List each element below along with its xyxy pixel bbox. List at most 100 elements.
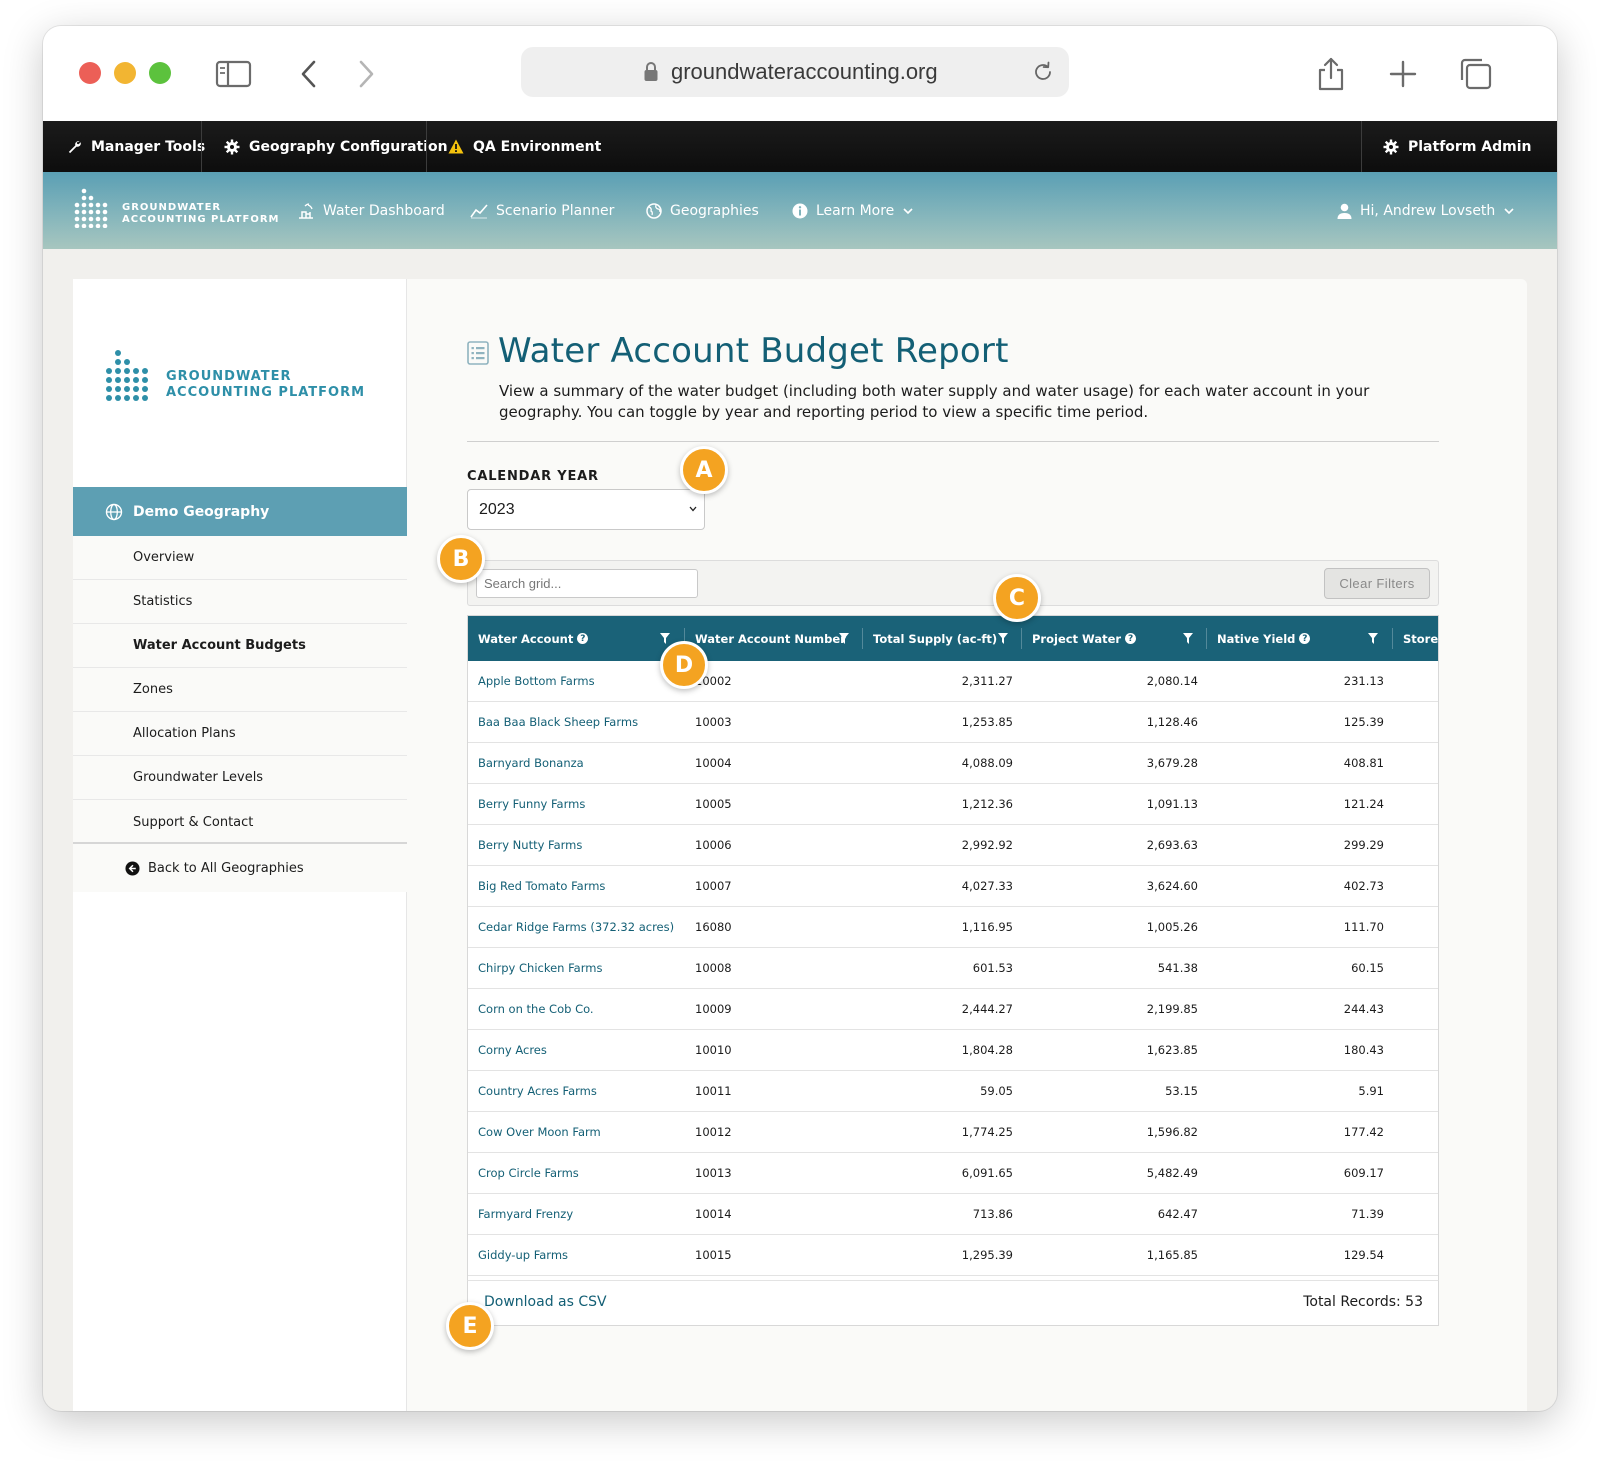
platform-admin-button[interactable]: Platform Admin: [1383, 121, 1531, 172]
column-header-total-supply[interactable]: Total Supply (ac-ft): [863, 616, 1021, 661]
water-account-link[interactable]: Corn on the Cob Co.: [478, 1002, 594, 1016]
native-yield-value: 177.42: [1343, 1125, 1384, 1139]
water-account-number: 10004: [695, 756, 732, 770]
sidebar-geography-header[interactable]: Demo Geography: [73, 487, 407, 536]
nav-geographies[interactable]: Geographies: [646, 172, 759, 249]
column-header-project-water[interactable]: Project Water?: [1022, 616, 1207, 661]
total-supply-value: 2,992.92: [961, 838, 1013, 852]
sidebar-item-groundwater-levels[interactable]: Groundwater Levels: [73, 756, 407, 800]
manager-tools-button[interactable]: Manager Tools: [67, 121, 205, 172]
sidebar-logo-icon[interactable]: [102, 349, 156, 401]
sidebar-item-support-contact[interactable]: Support & Contact: [73, 800, 407, 844]
native-yield-value: 111.70: [1343, 920, 1384, 934]
total-supply-value: 6,091.65: [961, 1166, 1013, 1180]
sidebar-item-label: Water Account Budgets: [133, 638, 306, 653]
water-account-number: 16080: [695, 920, 732, 934]
help-icon[interactable]: ?: [1125, 633, 1137, 644]
sidebar-item-statistics[interactable]: Statistics: [73, 580, 407, 624]
budget-grid: Water Account? Water Account Number Tota…: [467, 615, 1439, 1325]
water-account-link[interactable]: Barnyard Bonanza: [478, 756, 584, 770]
water-account-link[interactable]: Berry Funny Farms: [478, 797, 586, 811]
info-icon: [792, 203, 808, 218]
water-account-link[interactable]: Cedar Ridge Farms (372.32 acres): [478, 920, 675, 934]
search-grid-input[interactable]: [476, 569, 698, 598]
calendar-year-label: CALENDAR YEAR: [467, 469, 599, 484]
project-water-value: 1,091.13: [1146, 797, 1198, 811]
help-icon[interactable]: ?: [1299, 633, 1311, 644]
water-account-link[interactable]: Corny Acres: [478, 1043, 547, 1057]
water-account-number: 10003: [695, 715, 732, 729]
nav-learn-more[interactable]: Learn More: [792, 172, 914, 249]
sidebar-item-label: Support & Contact: [133, 814, 254, 830]
water-account-link[interactable]: Country Acres Farms: [478, 1084, 597, 1098]
calendar-year-value: 2023: [479, 500, 515, 518]
native-yield-value: 129.54: [1343, 1248, 1384, 1262]
sidebar-item-allocation-plans[interactable]: Allocation Plans: [73, 712, 407, 756]
tab-overview-icon[interactable]: [1456, 54, 1496, 94]
sidebar-item-water-account-budgets[interactable]: Water Account Budgets: [73, 624, 407, 668]
nav-water-dashboard[interactable]: Water Dashboard: [297, 172, 445, 249]
nav-logo-text[interactable]: GROUNDWATER ACCOUNTING PLATFORM: [122, 202, 279, 226]
report-list-icon: [467, 341, 489, 365]
zoom-window-button[interactable]: [149, 62, 171, 84]
sidebar-toggle-icon[interactable]: [214, 54, 254, 94]
project-water-value: 2,199.85: [1146, 1002, 1198, 1016]
water-account-link[interactable]: Farmyard Frenzy: [478, 1207, 574, 1221]
project-water-value: 1,596.82: [1146, 1125, 1198, 1139]
minimize-window-button[interactable]: [114, 62, 136, 84]
manager-tools-label: Manager Tools: [91, 138, 206, 155]
user-menu[interactable]: Hi, Andrew Lovseth: [1337, 172, 1515, 249]
filter-icon[interactable]: [1183, 633, 1193, 644]
clear-filters-button[interactable]: Clear Filters: [1324, 568, 1430, 599]
water-account-link[interactable]: Big Red Tomato Farms: [478, 879, 606, 893]
close-window-button[interactable]: [79, 62, 101, 84]
water-account-link[interactable]: Giddy-up Farms: [478, 1248, 569, 1262]
project-water-value: 3,624.60: [1146, 879, 1198, 893]
water-account-number: 10007: [695, 879, 732, 893]
sidebar-item-zones[interactable]: Zones: [73, 668, 407, 712]
column-header-native-yield[interactable]: Native Yield?: [1207, 616, 1393, 661]
forward-icon[interactable]: [346, 54, 386, 94]
filter-icon[interactable]: [1368, 633, 1378, 644]
share-icon[interactable]: [1311, 54, 1351, 94]
sidebar: GROUNDWATER ACCOUNTING PLATFORM Demo Geo…: [73, 279, 407, 1411]
warning-icon: [448, 139, 464, 154]
back-to-all-geographies-link[interactable]: Back to All Geographies: [73, 842, 407, 892]
water-account-link[interactable]: Chirpy Chicken Farms: [478, 961, 603, 975]
water-account-number: 10010: [695, 1043, 732, 1057]
water-account-link[interactable]: Crop Circle Farms: [478, 1166, 579, 1180]
column-header-stored[interactable]: Stored: [1393, 616, 1438, 661]
new-tab-icon[interactable]: [1383, 54, 1423, 94]
nav-logo-line2: ACCOUNTING PLATFORM: [122, 214, 280, 225]
download-csv-link[interactable]: Download as CSV: [484, 1294, 607, 1310]
table-row: Cedar Ridge Farms (372.32 acres) 16080 1…: [468, 907, 1438, 948]
column-header-label: Total Supply (ac-ft): [873, 631, 998, 646]
reload-icon[interactable]: [1031, 60, 1055, 84]
water-account-link[interactable]: Apple Bottom Farms: [478, 674, 595, 688]
calendar-year-select[interactable]: 2023: [467, 489, 705, 530]
water-account-number: 10011: [695, 1084, 732, 1098]
water-account-link[interactable]: Berry Nutty Farms: [478, 838, 583, 852]
column-header-water-account-number[interactable]: Water Account Number: [685, 616, 863, 661]
platform-logo-icon[interactable]: [72, 188, 114, 228]
geography-configuration-button[interactable]: Geography Configuration: [224, 121, 448, 172]
table-row: Berry Funny Farms 10005 1,212.36 1,091.1…: [468, 784, 1438, 825]
sidebar-item-overview[interactable]: Overview: [73, 536, 407, 580]
address-bar[interactable]: groundwateraccounting.org: [521, 47, 1069, 97]
native-yield-value: 402.73: [1343, 879, 1384, 893]
column-header-water-account[interactable]: Water Account?: [468, 616, 685, 661]
url-text: groundwateraccounting.org: [671, 59, 938, 84]
help-icon[interactable]: ?: [577, 633, 589, 644]
annotation-badge-e: E: [446, 1302, 494, 1350]
water-account-link[interactable]: Cow Over Moon Farm: [478, 1125, 601, 1139]
back-icon[interactable]: [289, 54, 329, 94]
filter-icon[interactable]: [998, 633, 1008, 644]
nav-scenario-planner[interactable]: Scenario Planner: [470, 172, 614, 249]
project-water-value: 1,165.85: [1146, 1248, 1198, 1262]
filter-icon[interactable]: [660, 633, 670, 644]
sidebar-logo-line2: ACCOUNTING PLATFORM: [166, 385, 366, 400]
water-account-link[interactable]: Baa Baa Black Sheep Farms: [478, 715, 639, 729]
sidebar-logo-text[interactable]: GROUNDWATER ACCOUNTING PLATFORM: [166, 369, 365, 401]
filter-icon[interactable]: [839, 633, 849, 644]
divider: [467, 441, 1439, 442]
